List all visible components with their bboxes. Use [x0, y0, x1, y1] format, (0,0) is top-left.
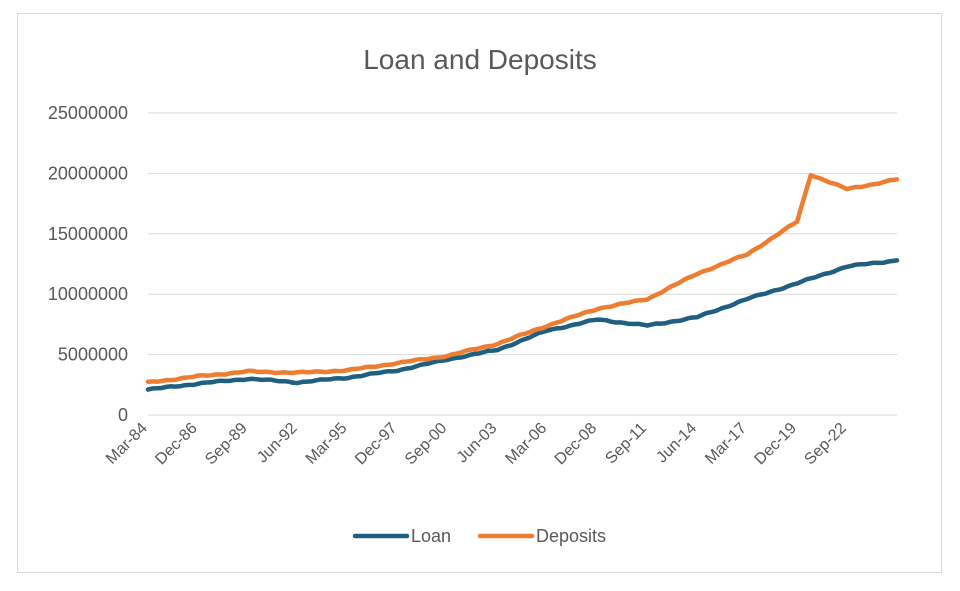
x-tick-label: Dec-08: [552, 420, 601, 469]
x-tick-label: Sep-00: [402, 420, 451, 469]
y-tick-label: 0: [118, 405, 128, 425]
series-lines: [145, 173, 900, 392]
legend: Loan Deposits: [352, 526, 606, 546]
series-line-deposits: [145, 173, 900, 384]
y-tick-label: 15000000: [48, 224, 128, 244]
x-tick-label: Dec-19: [751, 420, 800, 469]
y-tick-label: 5000000: [58, 345, 128, 365]
x-tick-label: Mar-17: [702, 420, 750, 468]
x-tick-label: Sep-11: [602, 420, 650, 468]
x-tick-label: Sep-89: [202, 420, 251, 469]
x-tick-label: Jun-92: [254, 420, 301, 467]
x-tick-label: Mar-84: [103, 420, 151, 468]
chart-frame: [17, 13, 942, 573]
legend-label-loan: Loan: [411, 526, 451, 546]
x-tick-label: Jun-03: [454, 420, 501, 467]
x-tick-label: Dec-97: [352, 420, 401, 469]
y-tick-label: 25000000: [48, 103, 128, 123]
x-axis-ticks: Mar-84 Dec-86 Sep-89 Jun-92 Mar-95 Dec-97 Sep-…: [103, 420, 850, 469]
series-line-loan: [145, 258, 900, 392]
gridlines: [148, 112, 897, 416]
x-tick-label: Jun-14: [653, 420, 700, 467]
x-tick-label: Mar-95: [303, 420, 351, 468]
y-tick-label: 20000000: [48, 163, 128, 183]
y-axis-ticks: 0 5000000 10000000 15000000 20000000 25000000: [48, 103, 128, 425]
chart-title: Loan and Deposits: [363, 44, 597, 75]
y-tick-label: 10000000: [48, 284, 128, 304]
legend-label-deposits: Deposits: [536, 526, 606, 546]
x-tick-label: Sep-22: [801, 420, 850, 469]
x-tick-label: Mar-06: [502, 420, 550, 468]
x-tick-label: Dec-86: [152, 420, 201, 469]
